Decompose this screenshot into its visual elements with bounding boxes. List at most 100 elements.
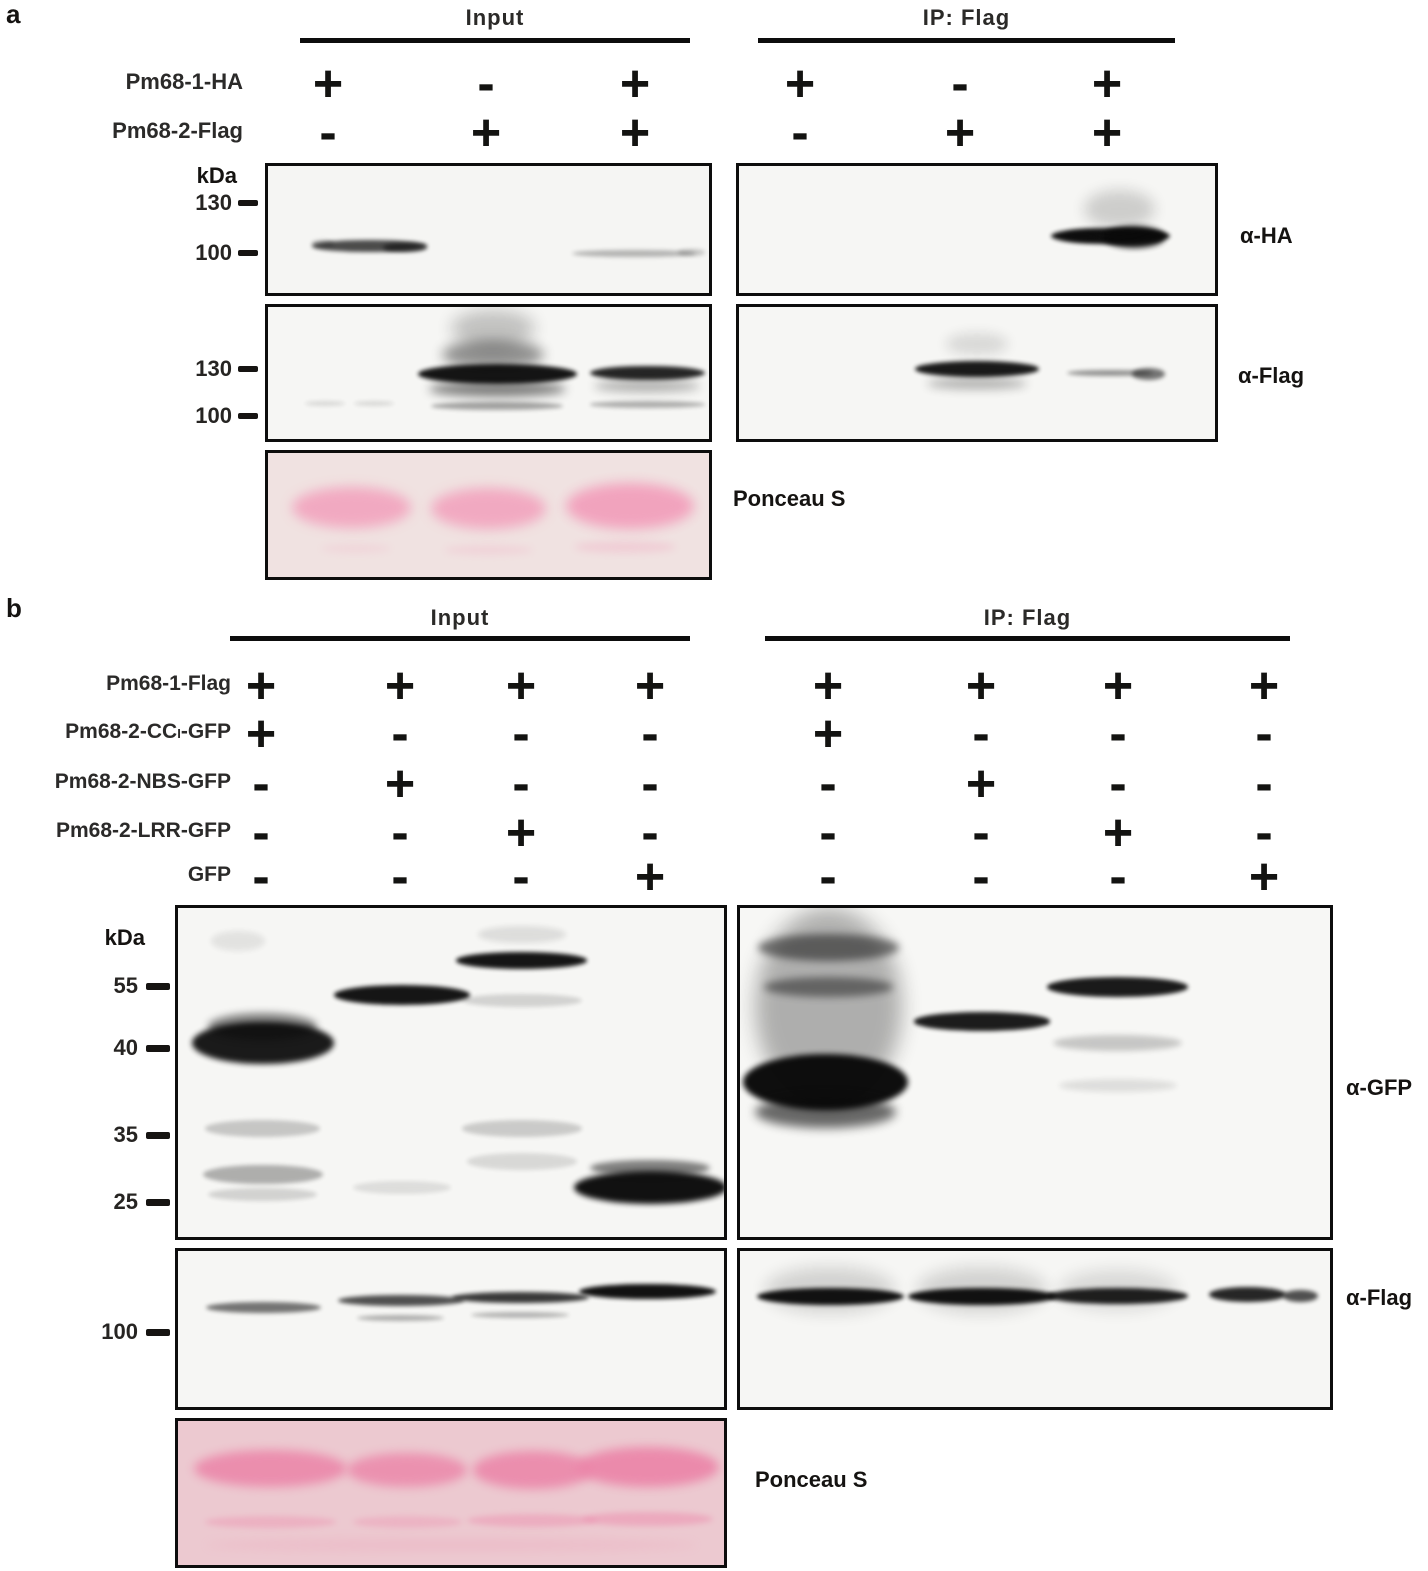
blot-band <box>442 340 544 370</box>
blot-band <box>565 483 694 530</box>
blot-band <box>915 361 1039 377</box>
blot-band <box>1046 977 1189 997</box>
blot-band <box>946 333 1008 355</box>
blot-band <box>576 1446 719 1488</box>
blot-band <box>205 1301 321 1313</box>
lane-sign: + <box>470 104 502 162</box>
marker-130: 130 <box>195 356 232 381</box>
ponceau-label: Ponceau S <box>733 486 846 511</box>
lane-sign: + <box>812 705 844 763</box>
blot-band <box>352 1516 462 1528</box>
blot-band <box>1058 1079 1177 1093</box>
blot-band <box>431 488 546 530</box>
construct-label-gfp: GFP <box>187 863 231 886</box>
blot-band <box>337 1295 464 1307</box>
blot-band <box>452 1292 589 1304</box>
blot-band <box>1046 1288 1189 1305</box>
lane-sign: - <box>1255 705 1273 763</box>
blot-band <box>320 543 392 554</box>
blot-band <box>456 952 588 969</box>
blot-band <box>1067 369 1154 377</box>
kda-unit-label: kDa <box>104 925 145 950</box>
lane-sign: - <box>391 705 409 763</box>
panel-b-input-header-line <box>230 636 690 641</box>
blot-band <box>205 1516 337 1528</box>
marker-tick <box>238 250 258 256</box>
marker-tick <box>238 366 258 372</box>
lane-sign: + <box>634 848 666 906</box>
marker-130: 130 <box>195 190 232 215</box>
panel-b-label: b <box>6 593 22 623</box>
blot-band <box>589 365 705 381</box>
blot-band <box>444 544 533 555</box>
marker-tick <box>146 1329 170 1336</box>
blot-band <box>205 1120 320 1137</box>
construct-label-pm68-2-flag: Pm68-2-Flag <box>112 118 243 143</box>
lane-sign: + <box>634 657 666 715</box>
lane-sign: - <box>1255 755 1273 813</box>
panel-a-input-header: Input <box>465 5 525 30</box>
blot-band <box>914 1012 1050 1031</box>
marker-40: 40 <box>113 1035 138 1060</box>
blot-band <box>582 1511 714 1527</box>
blot-band <box>202 1164 323 1185</box>
panel-b-ip-header: IP: Flag <box>983 605 1072 630</box>
blot-band <box>1062 230 1101 241</box>
lane-sign: - <box>819 804 837 862</box>
panel-a-label: a <box>6 0 21 29</box>
blot-b-input-anti-gfp <box>175 905 727 1240</box>
blot-band <box>382 243 427 253</box>
blot-band <box>574 541 676 554</box>
lane-sign: + <box>1091 55 1123 113</box>
blot-band <box>208 1187 318 1201</box>
blot-band <box>757 934 900 961</box>
blot-band <box>1084 190 1156 229</box>
antibody-label-anti-flag: α-Flag <box>1238 363 1305 388</box>
blot-band <box>472 1451 593 1489</box>
blot-band <box>347 1452 468 1488</box>
blot-band <box>917 1266 1047 1314</box>
blot-band <box>1058 1269 1177 1311</box>
panel-a-input-header-line <box>300 38 690 43</box>
blot-band <box>572 249 696 258</box>
marker-tick <box>146 1132 170 1139</box>
blot-band <box>451 309 535 347</box>
blot-band <box>573 1171 724 1205</box>
lane-sign: + <box>245 657 277 715</box>
marker-tick <box>146 1045 170 1052</box>
lane-sign: + <box>384 755 416 813</box>
blot-a-input-anti-flag <box>265 304 712 442</box>
lane-sign: + <box>505 804 537 862</box>
marker-35: 35 <box>113 1122 138 1147</box>
lane-sign: + <box>1102 804 1134 862</box>
lane-sign: - <box>252 848 270 906</box>
lane-sign: - <box>1109 755 1127 813</box>
lane-sign: + <box>312 55 344 113</box>
marker-tick <box>146 983 170 990</box>
lane-sign: + <box>505 657 537 715</box>
blot-b-ip-anti-flag <box>737 1248 1333 1410</box>
blot-band <box>461 1120 583 1137</box>
marker-100: 100 <box>101 1319 138 1344</box>
lane-sign: - <box>1109 705 1127 763</box>
blot-band <box>1103 226 1165 248</box>
blot-band <box>305 400 346 406</box>
antibody-label-anti-flag: α-Flag <box>1346 1285 1413 1310</box>
lane-sign: + <box>245 705 277 763</box>
ponceau-label: Ponceau S <box>755 1467 868 1492</box>
blot-b-ip-anti-gfp <box>737 905 1333 1240</box>
blot-band <box>467 1153 577 1170</box>
lane-sign: - <box>252 755 270 813</box>
blot-band <box>205 1537 697 1553</box>
marker-100: 100 <box>195 403 232 428</box>
lane-sign: - <box>512 848 530 906</box>
lane-sign: + <box>1248 848 1280 906</box>
lane-sign: + <box>1091 104 1123 162</box>
lane-sign: - <box>252 804 270 862</box>
blot-band <box>417 364 577 385</box>
blot-band <box>208 1013 318 1040</box>
marker-tick <box>238 200 258 206</box>
lane-sign: + <box>619 55 651 113</box>
blot-band <box>754 1095 897 1129</box>
blot-band <box>478 926 566 943</box>
